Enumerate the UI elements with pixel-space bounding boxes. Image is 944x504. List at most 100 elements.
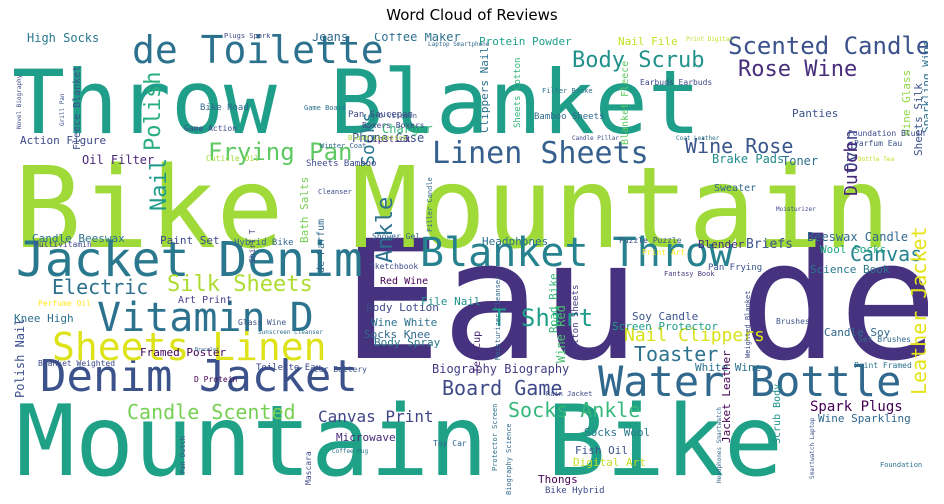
cloud-word-multivitamin: Multivitamin <box>34 240 92 249</box>
cloud-word-wine-rose: Wine Rose <box>685 134 793 158</box>
cloud-word-sheets-cotton: Sheets Cotton <box>513 58 523 128</box>
cloud-word-bath-salts: Bath Salts <box>298 177 311 243</box>
cloud-word-biography-biography: Biography Biography <box>432 362 569 376</box>
cloud-word-panties: Panties <box>792 107 838 120</box>
cloud-word-charger: Charger <box>382 122 433 136</box>
cloud-word-denim-jacket: Denim Jacket <box>40 351 358 402</box>
cloud-word-canvas-print: Canvas Print <box>318 407 434 426</box>
cloud-word-cleanser: Cleanser <box>318 188 352 196</box>
cloud-word-scented-candle: Scented Candle <box>728 33 928 60</box>
cloud-word-nail: Nail <box>147 158 172 211</box>
cloud-word-jacket-denim: Jacket Denim <box>16 232 363 288</box>
cloud-word-print-art: Print Art <box>642 248 686 257</box>
cloud-word-rain-jacket: Rain Jacket <box>546 390 592 398</box>
cloud-word-moisturizer-cleanser: Moisturizer Cleanser <box>494 276 502 360</box>
cloud-word-sweater: Sweater <box>714 183 756 194</box>
cloud-word-sheets-silk: Sheets Silk <box>912 83 925 156</box>
cloud-word-bottle-tea: Bottle Tea <box>858 156 895 163</box>
cloud-word-bike-mountain: Bike Mountain <box>14 144 891 274</box>
cloud-word-nail-clippers: Nail Clippers <box>624 325 765 346</box>
cloud-word-body-spray: Body Spray <box>374 336 441 349</box>
cloud-word-paint-set: Paint Set <box>160 234 220 247</box>
cloud-word-candle-pillar: Candle Pillar <box>572 135 619 142</box>
cloud-word-screen-protector: Screen Protector <box>612 320 718 333</box>
cloud-word-water-bottle: Water Bottle <box>598 357 901 406</box>
cloud-word-spark-plugs: Spark Plugs <box>810 399 903 415</box>
cloud-word-cuticle-oil: Cuticle Oil <box>206 154 259 163</box>
cloud-word-car-battery: Car Battery <box>314 365 367 374</box>
cloud-word-print-digital: Print Digital <box>686 36 733 43</box>
cloud-word-clippers-nail: Clippers Nail <box>478 47 491 133</box>
chart-title: Word Cloud of Reviews <box>386 6 558 24</box>
cloud-word-blanket-fleece: Blanket Fleece <box>620 61 631 145</box>
cloud-word-leather-jacket: Leather Jacket <box>907 226 928 395</box>
cloud-word-socks-wool: Socks Wool <box>584 426 650 439</box>
cloud-word-novel-biography: Novel Biography <box>16 74 23 129</box>
cloud-word-de-toilette: de Toilette <box>132 33 384 72</box>
cloud-word-plugs-spark: Plugs Spark <box>224 33 271 40</box>
cloud-word-microwave: Microwave <box>336 431 396 444</box>
cloud-word-polish: Polish <box>141 72 166 151</box>
cloud-word-coffee-mug: Coffee Mug <box>332 448 369 455</box>
cloud-word-mountain-bike: Mountain Bike <box>16 385 783 495</box>
cloud-word-winter-coat: Winter Coat <box>320 142 366 150</box>
cloud-word-bamboo-sheets: Bamboo Sheets <box>534 112 604 122</box>
cloud-word-socks: Socks <box>358 112 379 166</box>
cloud-word-phone-case: Phone Case <box>352 131 424 145</box>
cloud-word-soy-candle: Soy Candle <box>632 310 698 323</box>
cloud-word-action-figure: Action Figure <box>20 134 106 147</box>
cloud-word-jeans: Jeans <box>312 33 348 44</box>
cloud-word-earbuds-earbuds: Earbuds Earbuds <box>640 78 712 87</box>
cloud-word-sheets-bamboo: Sheets Bamboo <box>306 159 376 169</box>
cloud-word-polish-nail: Polish Nail <box>13 319 27 398</box>
cloud-word-beeswax-candle: Beeswax Candle <box>807 230 908 244</box>
cloud-word-shower-gel: Shower Gel <box>372 232 420 241</box>
cloud-word-socks-ankle: Socks Ankle <box>508 398 640 422</box>
cloud-word-protector-screen: Protector Screen <box>491 404 499 471</box>
cloud-word-thongs: Thongs <box>538 473 578 486</box>
cloud-word-oil-filter: Oil Filter <box>82 153 154 167</box>
cloud-word-headphones-smartwatch: Headphones Smartwatch <box>716 407 723 483</box>
cloud-word-game-board: Game Board <box>304 104 346 112</box>
cloud-word-rose-wine: Rose Wine <box>738 57 857 82</box>
cloud-word-bike-hybrid: Bike Hybrid <box>545 486 605 495</box>
cloud-word-mascara: Mascara <box>304 451 313 485</box>
cloud-word-d-protein: D Protein <box>194 375 238 384</box>
cloud-word-wine-sparkling: Wine Sparkling <box>818 412 911 425</box>
cloud-word-bracelet: Bracelet <box>195 347 219 353</box>
cloud-word-protein-powder: Protein Powder <box>479 35 572 48</box>
cloud-word-coat-leather: Coat Leather <box>676 135 720 142</box>
cloud-word-cotton-sheets: Cotton Sheets <box>571 285 581 355</box>
cloud-word-digital-art: Digital Art <box>573 456 646 469</box>
cloud-word-knee-high: Knee High <box>14 312 74 325</box>
cloud-word-candle-scented: Candle Scented <box>127 400 296 424</box>
cloud-word-linen-sheets: Linen Sheets <box>432 136 649 171</box>
cloud-word-biography-science: Biography Science <box>505 423 513 495</box>
cloud-word-high-socks: High Socks <box>27 33 99 45</box>
cloud-word-parfum-eau: Parfum Eau <box>854 139 902 148</box>
cloud-word-toner: Toner <box>782 154 818 168</box>
cloud-word-sketchbook: Sketchbook <box>370 262 418 271</box>
cloud-word-jacket-leather: Jacket Leather <box>720 350 733 443</box>
cloud-word-board-game: Board Game <box>442 376 562 400</box>
cloud-word-boxers-boxers: Boxers Boxers <box>362 121 425 130</box>
cloud-word-canvas: Canvas <box>850 242 922 266</box>
cloud-word-white-wine: White Wine <box>695 361 761 374</box>
cloud-word-brake-pads: Brake Pads <box>712 152 784 166</box>
cloud-word-filter-brake: Filter Brake <box>542 87 593 95</box>
cloud-word-toy-car: Toy Car <box>433 439 467 448</box>
cloud-word-perfume-oil: Perfume Oil <box>38 299 91 308</box>
cloud-word-sheets-linen: Sheets Linen <box>52 325 327 369</box>
cloud-word-lipstick: Lipstick <box>367 135 411 145</box>
cloud-word-toaster: Toaster <box>634 342 718 366</box>
cloud-word-candle-soy: Candle Soy <box>824 326 891 339</box>
cloud-word-set-brushes: Set Brushes <box>858 335 911 344</box>
cloud-word-game-action: Game Action <box>184 124 237 133</box>
cloud-word-smartwatch-laptop: Smartwatch Laptop <box>809 417 816 479</box>
cloud-word-sunscreen-cleanser: Sunscreen Cleanser <box>258 329 323 336</box>
cloud-word-pan-dutch: Pan Dutch <box>179 436 187 474</box>
cloud-word-moisturizer: Moisturizer <box>776 206 816 213</box>
word-cloud-canvas: Eau de Bike Mountain Mountain Bike Throw Bl… <box>12 33 928 495</box>
cloud-word-blush-lipstick: Blush Lipstick <box>348 134 408 142</box>
cloud-word-nail-file: Nail File <box>618 35 678 48</box>
